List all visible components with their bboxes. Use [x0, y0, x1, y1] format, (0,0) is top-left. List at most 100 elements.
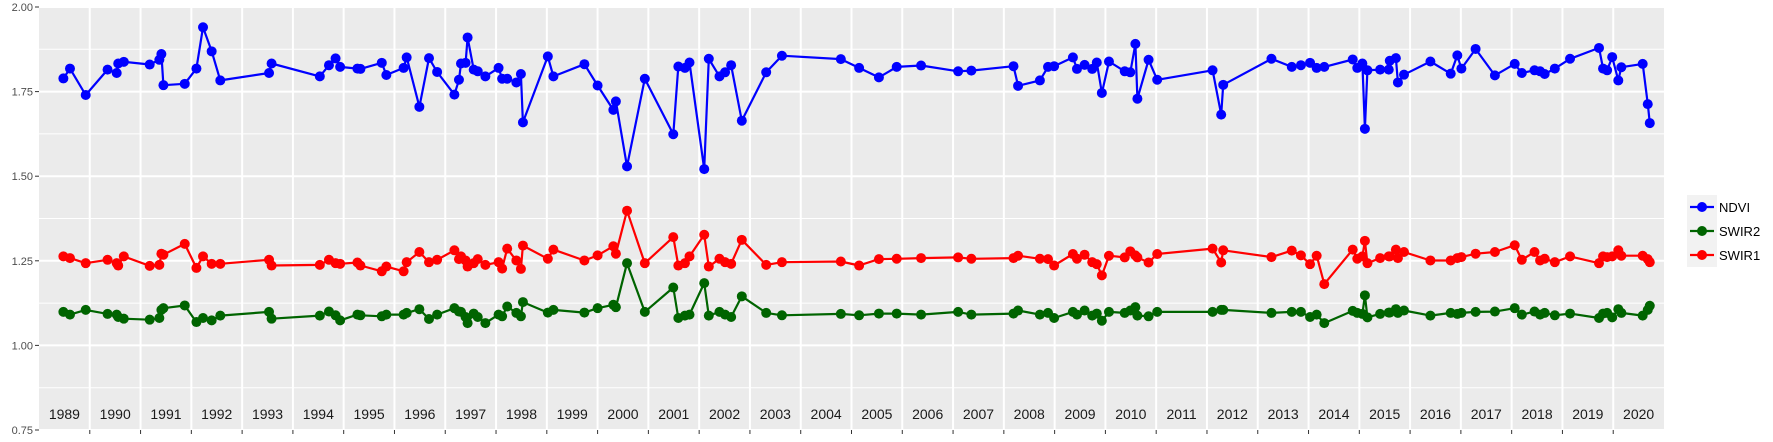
ndvi-point	[179, 78, 190, 89]
swir2-point	[916, 309, 927, 320]
ndvi-point	[966, 65, 977, 76]
swir2-point	[1549, 310, 1560, 321]
ndvi-point	[1103, 56, 1114, 67]
ndvi-point	[1013, 80, 1024, 91]
year-label: 2001	[658, 406, 689, 422]
swir1-point	[266, 260, 277, 271]
ndvi-point	[776, 50, 787, 61]
swir1-point	[579, 255, 590, 266]
swir2-point	[1286, 306, 1297, 317]
ndvi-point	[58, 73, 69, 84]
year-label: 2014	[1318, 406, 1349, 422]
swir2-point	[854, 310, 865, 321]
swir1-point	[854, 260, 865, 271]
year-label: 2009	[1064, 406, 1095, 422]
swir2-point	[118, 313, 129, 324]
ndvi-point	[703, 53, 714, 64]
swir1-point	[592, 250, 603, 261]
ndvi-point	[1071, 63, 1082, 74]
ndvi-point	[191, 63, 202, 74]
x-axis: 1989 1990 1991 1992 1993 1994 1995 1996 1997 1998…	[49, 406, 1654, 434]
y-tick-label: 0.75	[12, 425, 33, 437]
swir1-point	[1319, 279, 1330, 290]
ndvi-point	[1079, 59, 1090, 70]
swir1-point	[1311, 250, 1322, 261]
swir2-point	[472, 311, 483, 322]
swir1-point	[198, 251, 209, 262]
ndvi-point	[548, 71, 559, 82]
ndvi-point	[1637, 58, 1648, 69]
swir2-point	[502, 301, 513, 312]
swir2-point	[610, 302, 621, 313]
swir2-point	[401, 307, 412, 318]
swir1-point	[622, 205, 633, 216]
swir1-point	[610, 248, 621, 259]
year-label: 2010	[1115, 406, 1146, 422]
swir2-point	[154, 312, 165, 323]
swir2-point	[1034, 309, 1045, 320]
swir1-point	[1266, 252, 1277, 263]
ndvi-point	[668, 129, 679, 140]
ndvi-point	[1383, 64, 1394, 75]
swir1-point	[916, 253, 927, 264]
year-label: 2017	[1471, 406, 1502, 422]
year-label: 1996	[404, 406, 435, 422]
ndvi-point	[1295, 60, 1306, 71]
swir1-point	[1375, 253, 1386, 264]
legend-label: SWIR1	[1719, 248, 1760, 263]
swir2-point	[432, 309, 443, 320]
y-tick-label: 1.00	[12, 340, 33, 352]
swir2-point	[1425, 310, 1436, 321]
ndvi-point	[1456, 63, 1467, 74]
swir2-point	[80, 304, 91, 315]
year-label: 1992	[201, 406, 232, 422]
ndvi-point	[330, 53, 341, 64]
series-layer	[58, 22, 1655, 329]
ndvi-point	[1549, 63, 1560, 74]
swir2-point	[668, 282, 679, 293]
year-label: 2000	[607, 406, 638, 422]
swir1-point	[1392, 253, 1403, 264]
ndvi-point	[64, 63, 75, 74]
series-ndvi	[58, 22, 1655, 175]
swir2-point	[1489, 306, 1500, 317]
swir2-point	[1516, 309, 1527, 320]
swir2-point	[462, 318, 473, 329]
ndvi-point	[376, 57, 387, 68]
swir1-point	[1013, 250, 1024, 261]
swir2-point	[1539, 307, 1550, 318]
swir2-point	[335, 315, 346, 326]
ndvi-point	[854, 62, 865, 73]
swir2-point	[1152, 306, 1163, 317]
swir2-point	[1091, 308, 1102, 319]
ndvi-point	[266, 58, 277, 69]
year-label: 2002	[709, 406, 740, 422]
ndvi-point	[472, 66, 483, 77]
swir1-point	[1529, 247, 1540, 258]
swir2-point	[1103, 306, 1114, 317]
swir2-point	[639, 306, 650, 317]
swir2-point	[1266, 307, 1277, 318]
ndvi-point	[323, 60, 334, 71]
ndvi-point	[1642, 99, 1653, 110]
ndvi-point	[1049, 61, 1060, 72]
ndvi-point	[592, 80, 603, 91]
swir1-point	[1399, 247, 1409, 258]
swir2-point	[1143, 311, 1154, 322]
swir2-point	[1071, 309, 1082, 320]
swir1-point	[515, 263, 526, 274]
year-label: 2004	[811, 406, 842, 422]
year-label: 2005	[861, 406, 892, 422]
swir2-point	[215, 310, 226, 321]
ndvi-point	[335, 61, 346, 72]
swir1-point	[1034, 253, 1045, 264]
swir1-point	[1207, 243, 1218, 254]
swir2-point	[64, 309, 75, 320]
ndvi-point	[1319, 61, 1330, 72]
ndvi-point	[480, 71, 491, 82]
ndvi-point	[873, 72, 884, 83]
year-label: 2008	[1014, 406, 1045, 422]
swir1-point	[449, 245, 460, 256]
ndvi-point	[102, 64, 113, 75]
swir2-point	[1607, 312, 1618, 323]
